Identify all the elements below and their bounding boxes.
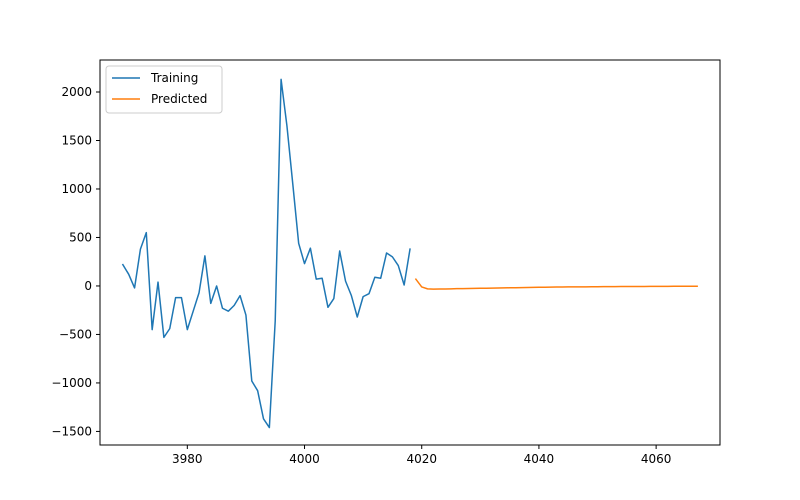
x-tick-label: 4040	[524, 452, 555, 466]
y-tick-label: 1500	[61, 133, 92, 147]
y-tick-label: −1000	[51, 376, 92, 390]
y-tick-label: 1000	[61, 182, 92, 196]
x-tick-label: 4000	[289, 452, 320, 466]
y-tick-label: −500	[59, 327, 92, 341]
legend-label-training: Training	[150, 71, 198, 85]
y-tick-label: −1500	[51, 424, 92, 438]
x-tick-label: 3980	[172, 452, 203, 466]
y-axis: −1500 −1000 −500 0 500 1000 1500 2000	[51, 85, 100, 438]
y-tick-label: 500	[69, 230, 92, 244]
plot-frame	[99, 59, 721, 446]
series-line-training	[121, 78, 411, 429]
legend: Training Predicted	[105, 65, 223, 114]
x-tick-label: 4060	[641, 452, 672, 466]
y-tick-label: 0	[84, 279, 92, 293]
y-tick-label: 2000	[61, 85, 92, 99]
series-line-predicted	[414, 278, 698, 290]
x-axis: 3980 4000 4020 4040 4060	[172, 445, 671, 466]
series-layer	[121, 78, 698, 429]
legend-label-predicted: Predicted	[151, 92, 207, 106]
x-tick-label: 4020	[406, 452, 437, 466]
